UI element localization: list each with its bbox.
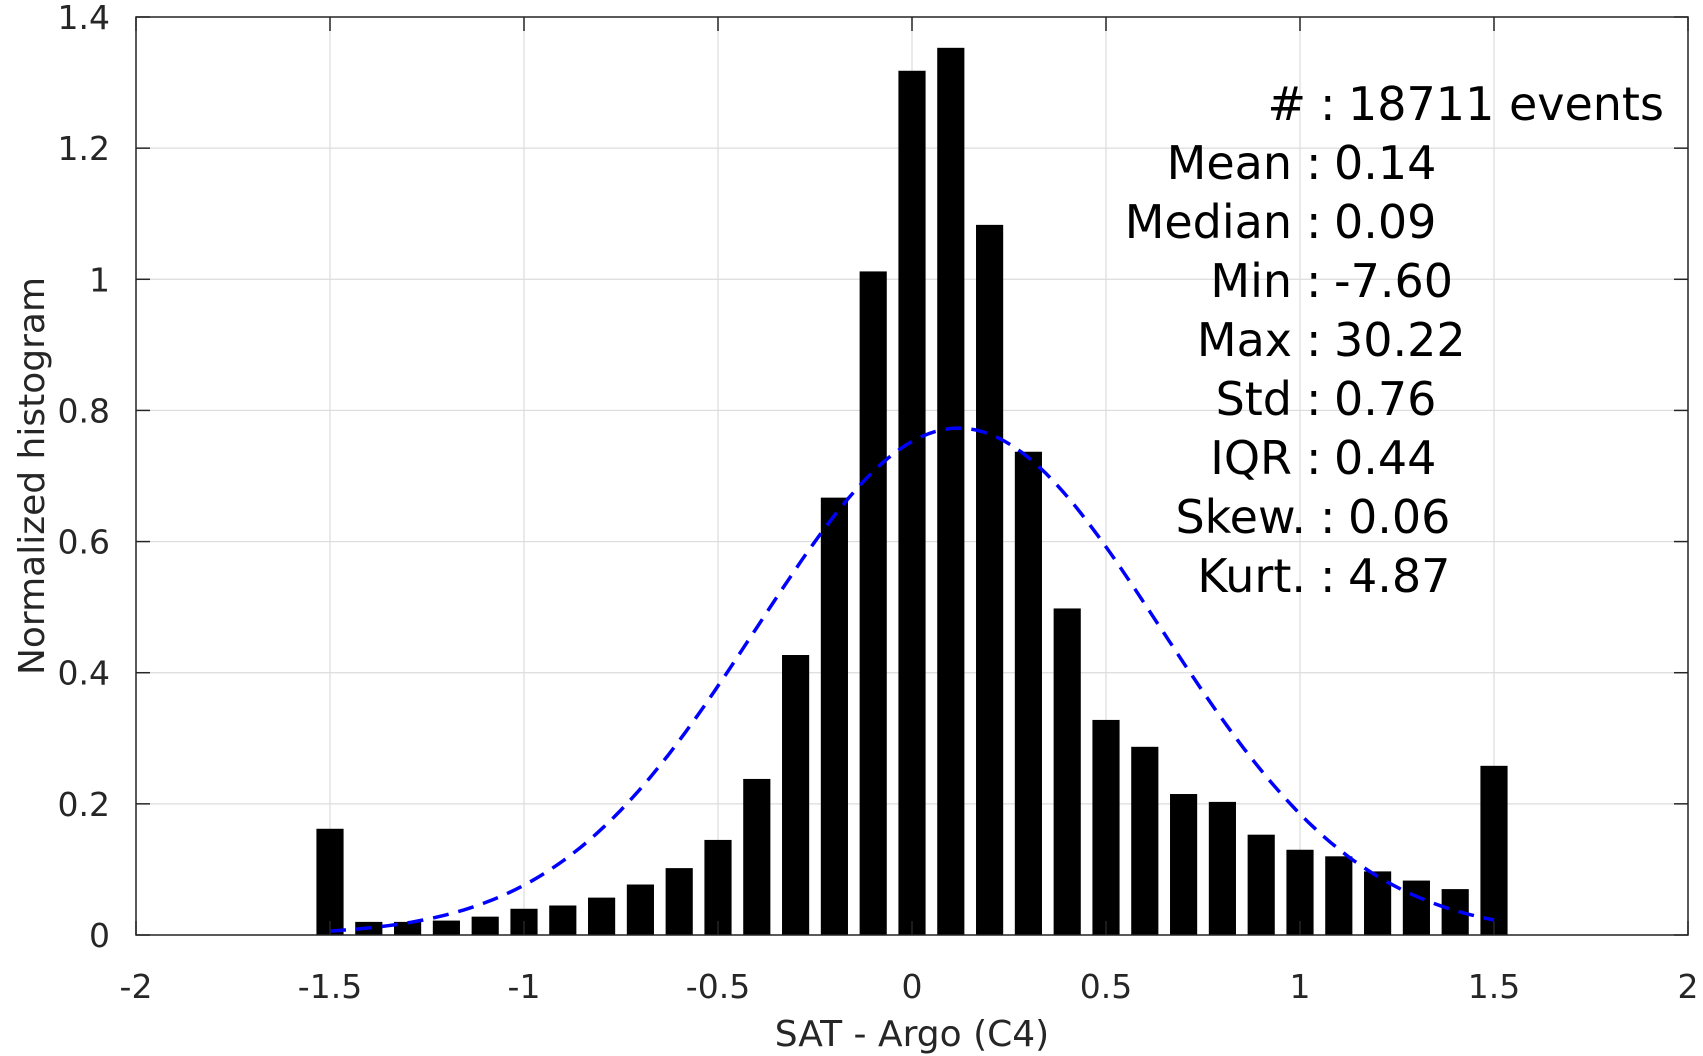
y-tick-label: 0.2 <box>58 785 110 824</box>
histogram-bar <box>1131 746 1159 935</box>
stat-value: 0.14 <box>1334 136 1436 190</box>
stat-separator: : <box>1320 77 1336 131</box>
stat-value: 18711 events <box>1348 77 1664 131</box>
histogram-bar <box>316 828 344 935</box>
histogram-bar <box>820 497 848 935</box>
stat-separator: : <box>1306 254 1322 308</box>
histogram-bar <box>588 897 616 935</box>
histogram-bar <box>1247 834 1275 935</box>
stat-value: -7.60 <box>1334 254 1453 308</box>
y-tick-label: 0.8 <box>58 391 110 430</box>
stat-label: Skew. <box>1175 490 1306 544</box>
y-tick-label: 0.4 <box>58 654 110 693</box>
y-tick-label: 1.4 <box>58 0 110 37</box>
histogram-bar <box>1208 801 1236 935</box>
stat-separator: : <box>1306 313 1322 367</box>
stat-label: Mean <box>1167 136 1292 190</box>
x-tick-label: 2 <box>1678 967 1699 1006</box>
histogram-bar <box>898 70 926 936</box>
stat-separator: : <box>1306 195 1322 249</box>
stat-value: 0.06 <box>1348 490 1450 544</box>
x-tick-label: -2 <box>120 967 153 1006</box>
stat-value: 4.87 <box>1348 549 1450 603</box>
histogram-bar <box>626 884 654 935</box>
stat-separator: : <box>1306 431 1322 485</box>
stat-label: Median <box>1125 195 1292 249</box>
histogram-bar <box>1325 856 1353 935</box>
y-axis-label: Normalized histogram <box>12 277 53 675</box>
x-tick-label: 1.5 <box>1468 967 1520 1006</box>
stat-label: IQR <box>1210 431 1292 485</box>
histogram-bar <box>394 921 422 935</box>
histogram-bar <box>704 839 732 935</box>
histogram-bar <box>743 778 771 935</box>
stat-label: Min <box>1210 254 1292 308</box>
stat-label: Max <box>1197 313 1292 367</box>
histogram-bar <box>782 655 810 935</box>
stat-separator: : <box>1306 372 1322 426</box>
stat-separator: : <box>1306 136 1322 190</box>
stat-separator: : <box>1320 549 1336 603</box>
histogram-bars <box>316 47 1508 936</box>
stat-separator: : <box>1320 490 1336 544</box>
stat-value: 30.22 <box>1334 313 1466 367</box>
y-tick-label: 1.2 <box>58 129 110 168</box>
histogram-bar <box>665 868 693 935</box>
histogram-bar <box>937 47 965 935</box>
y-tick-label: 0.6 <box>58 523 110 562</box>
histogram-bar <box>976 224 1004 935</box>
histogram-bar <box>1402 880 1430 935</box>
histogram-bar <box>1014 451 1042 935</box>
histogram-bar <box>471 916 499 935</box>
histogram-bar <box>1286 849 1314 935</box>
x-tick-label: -1.5 <box>298 967 362 1006</box>
histogram-bar <box>1480 765 1508 935</box>
axis-ticks <box>135 16 1689 936</box>
stat-value: 0.76 <box>1334 372 1436 426</box>
x-tick-labels: -2 -1.5 -1 -0.5 0 0.5 1 1.5 2 <box>120 967 1699 1006</box>
stat-label: Std <box>1216 372 1292 426</box>
x-tick-label: 0.5 <box>1080 967 1132 1006</box>
stat-value: 0.09 <box>1334 195 1436 249</box>
x-tick-label: -1 <box>508 967 541 1006</box>
stat-label: # <box>1267 77 1306 131</box>
x-tick-label: 1 <box>1290 967 1311 1006</box>
x-tick-label: -0.5 <box>686 967 750 1006</box>
histogram-bar <box>859 271 887 936</box>
histogram-bar <box>1053 608 1081 935</box>
histogram-bar <box>432 920 460 935</box>
y-tick-label: 0 <box>89 916 110 955</box>
x-tick-label: 0 <box>902 967 923 1006</box>
stat-value: 0.44 <box>1334 431 1436 485</box>
y-tick-labels: 0 0.2 0.4 0.6 0.8 1 1.2 1.4 <box>58 0 110 955</box>
histogram-bar <box>549 905 577 935</box>
x-axis-label: SAT - Argo (C4) <box>775 1014 1049 1055</box>
stat-label: Kurt. <box>1197 549 1306 603</box>
histogram-bar <box>1170 794 1198 935</box>
histogram-bar <box>1092 719 1120 935</box>
y-tick-label: 1 <box>89 260 110 299</box>
